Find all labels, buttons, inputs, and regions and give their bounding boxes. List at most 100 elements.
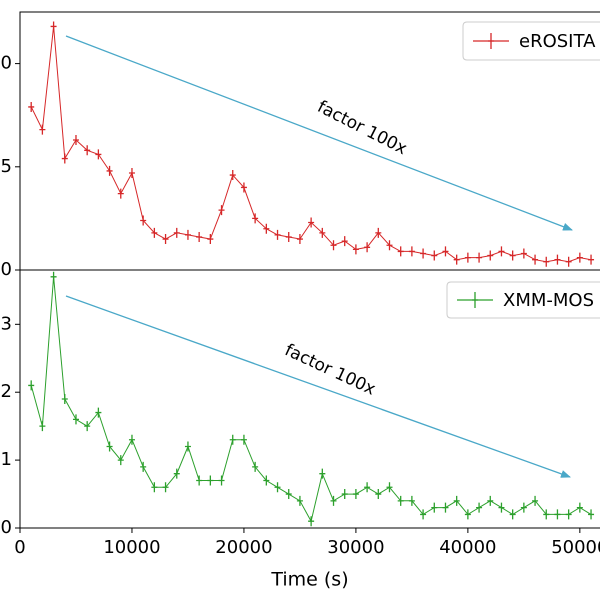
data-point	[319, 227, 326, 238]
data-point	[95, 407, 102, 418]
data-point	[498, 246, 505, 257]
data-point	[229, 434, 236, 445]
data-point	[431, 250, 438, 261]
data-point	[554, 509, 561, 520]
data-point	[296, 495, 303, 506]
data-point	[218, 205, 225, 216]
data-point	[476, 252, 483, 263]
data-point	[196, 231, 203, 242]
legend-box	[446, 281, 600, 319]
data-point	[588, 509, 595, 520]
data-point	[476, 502, 483, 513]
data-point	[375, 227, 382, 238]
x-tick-label: 20000	[215, 537, 272, 558]
data-point	[61, 153, 68, 164]
data-point	[364, 242, 371, 253]
y-tick-label: 2	[1, 381, 12, 402]
data-point	[263, 475, 270, 486]
data-point	[386, 482, 393, 493]
data-point	[117, 455, 124, 466]
data-point	[576, 502, 583, 513]
legend-box	[462, 21, 600, 61]
data-point	[532, 495, 539, 506]
data-point	[576, 252, 583, 263]
data-point	[140, 461, 147, 472]
y-tick-label: 5	[1, 156, 12, 177]
data-point	[520, 248, 527, 259]
data-point	[39, 421, 46, 432]
data-point	[296, 234, 303, 245]
data-point	[218, 475, 225, 486]
data-point	[207, 234, 214, 245]
data-point	[151, 227, 158, 238]
data-point	[61, 394, 68, 404]
data-point	[330, 495, 337, 506]
data-point	[375, 489, 382, 500]
data-point	[263, 223, 270, 234]
data-point	[252, 461, 259, 472]
data-point	[84, 421, 91, 432]
data-point	[151, 482, 158, 493]
data-point	[565, 256, 572, 267]
legend-label: eROSITA	[519, 31, 596, 52]
data-point	[50, 21, 57, 32]
data-point	[173, 227, 180, 238]
data-point	[431, 502, 438, 513]
data-point	[229, 170, 236, 181]
x-tick-label: 30000	[327, 537, 384, 558]
y-tick-label: 3	[1, 313, 12, 334]
y-tick-label: 0	[1, 259, 12, 280]
data-point	[308, 516, 315, 527]
legend-label: XMM-MOS	[503, 290, 594, 311]
data-point	[196, 475, 203, 486]
data-point	[162, 482, 169, 493]
data-point	[453, 254, 460, 265]
data-point	[352, 244, 359, 255]
data-point	[509, 509, 516, 520]
x-tick-label: 40000	[439, 537, 496, 558]
data-point	[240, 434, 247, 445]
data-point	[520, 502, 527, 513]
data-point	[464, 509, 471, 520]
data-point	[319, 468, 326, 479]
data-point	[128, 434, 135, 445]
data-point	[554, 254, 561, 265]
x-tick-label: 50000	[551, 537, 600, 558]
x-tick-label: 0	[14, 537, 25, 558]
data-point	[128, 167, 135, 178]
data-point	[352, 489, 359, 500]
y-tick-label: 10	[0, 53, 12, 74]
data-point	[252, 213, 259, 224]
data-point	[341, 489, 348, 500]
data-point	[442, 502, 449, 513]
data-point	[464, 252, 471, 263]
data-point	[140, 215, 147, 226]
data-point	[420, 509, 427, 520]
data-point	[364, 482, 371, 493]
data-point	[274, 482, 281, 493]
data-point	[420, 248, 427, 259]
data-point	[173, 468, 180, 479]
data-point	[95, 149, 102, 160]
data-point	[240, 182, 247, 193]
data-point	[184, 229, 191, 240]
y-tick-label: 1	[1, 449, 12, 470]
data-point	[543, 509, 550, 520]
data-point	[184, 441, 191, 452]
data-point	[386, 240, 393, 251]
data-point	[330, 240, 337, 251]
data-point	[408, 495, 415, 506]
data-point	[28, 101, 35, 112]
data-point	[532, 254, 539, 265]
x-axis-label: Time (s)	[270, 569, 348, 591]
y-tick-label: 0	[1, 517, 12, 538]
axes-frame	[19, 269, 600, 529]
data-point	[487, 495, 494, 506]
data-point	[207, 475, 214, 486]
data-point	[162, 234, 169, 245]
data-point	[39, 124, 46, 135]
legend-marker	[488, 33, 494, 49]
data-point	[106, 165, 113, 176]
